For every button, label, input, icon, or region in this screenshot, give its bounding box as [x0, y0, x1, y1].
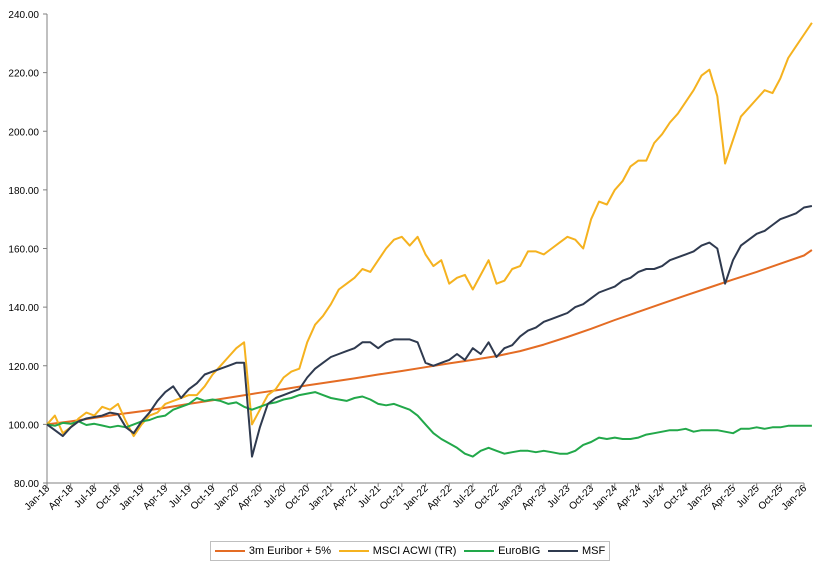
legend-swatch-msf — [547, 550, 578, 552]
x-tick-label: Jan-24 — [590, 483, 620, 513]
y-tick-label: 240.00 — [8, 10, 39, 21]
legend-label-msci: MSCI ACWI (TR) — [372, 545, 457, 557]
legend: 3m Euribor + 5% MSCI ACWI (TR) EuroBIG M… — [210, 541, 610, 561]
series-line-3m-euribor-5 — [46, 249, 813, 426]
x-tick-label: Apr-22 — [425, 483, 454, 512]
legend-item-eurobig: EuroBIG — [464, 545, 540, 557]
legend-swatch-msci — [338, 550, 369, 552]
y-tick-label: 160.00 — [8, 245, 39, 256]
x-tick-label: Jan-26 — [780, 483, 810, 513]
x-tick-label: Jan-19 — [117, 483, 147, 513]
legend-item-msci: MSCI ACWI (TR) — [338, 545, 457, 557]
y-tick-label: 180.00 — [8, 186, 39, 197]
legend-label-eurobig: EuroBIG — [498, 545, 541, 557]
x-tick-label: Apr-21 — [331, 483, 360, 512]
x-tick-label: Apr-19 — [141, 483, 170, 512]
series-line-eurobig — [46, 391, 812, 458]
series-line-msci-acwi-tr — [46, 22, 813, 438]
x-tick-label: Jan-25 — [685, 483, 715, 513]
legend-item-euribor: 3m Euribor + 5% — [214, 545, 332, 557]
x-tick-label: Apr-23 — [520, 483, 549, 512]
legend-label-euribor: 3m Euribor + 5% — [248, 545, 332, 557]
legend-label-msf: MSF — [581, 545, 606, 557]
x-tick-label: Jan-23 — [496, 483, 526, 513]
legend-swatch-eurobig — [464, 550, 495, 552]
x-tick-label: Jan-21 — [307, 483, 337, 513]
x-tick-label: Apr-18 — [47, 483, 76, 512]
legend-item-msf: MSF — [547, 545, 606, 557]
y-tick-label: 200.00 — [8, 127, 39, 138]
y-tick-label: 140.00 — [8, 303, 39, 314]
x-tick-label: Jan-22 — [401, 483, 431, 513]
x-tick-label: Apr-24 — [615, 483, 644, 512]
series-line-msf — [46, 205, 813, 458]
x-tick-label: Apr-25 — [709, 483, 738, 512]
legend-swatch-euribor — [214, 550, 245, 552]
x-tick-label: Jan-20 — [212, 483, 242, 513]
y-tick-label: 100.00 — [8, 420, 39, 431]
y-tick-label: 220.00 — [8, 69, 39, 80]
y-tick-label: 120.00 — [8, 362, 39, 373]
y-tick-label: 80.00 — [14, 479, 39, 490]
x-tick-label: Apr-20 — [236, 483, 265, 512]
